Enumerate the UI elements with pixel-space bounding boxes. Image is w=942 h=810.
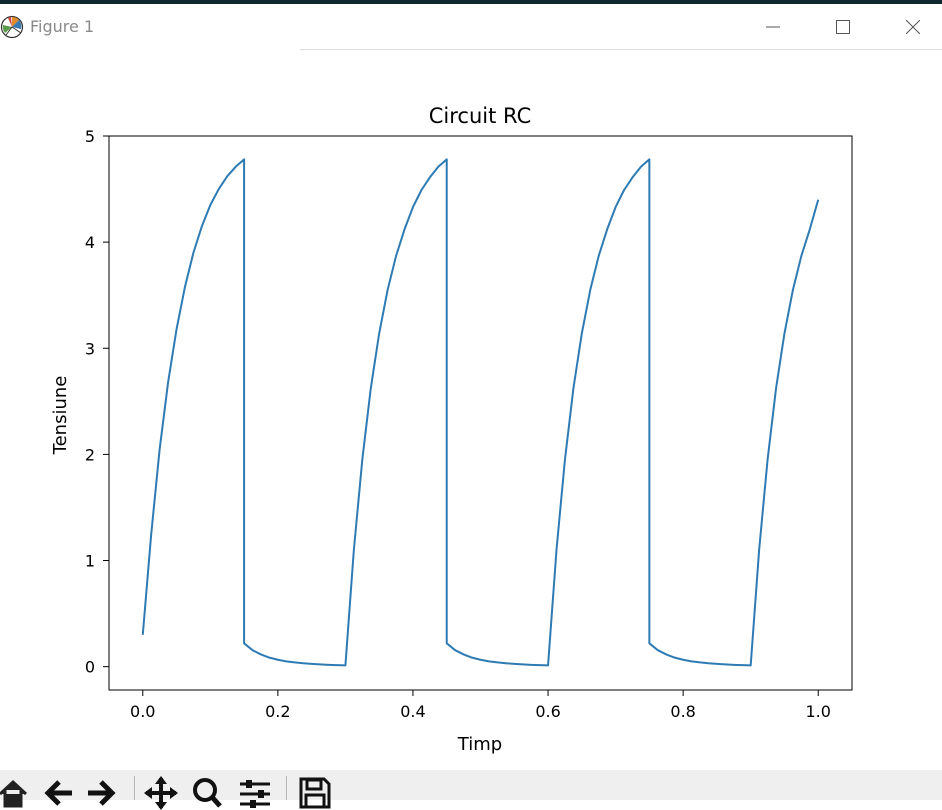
pan-icon[interactable] <box>144 776 178 810</box>
minimize-icon <box>766 26 780 28</box>
window-title: Figure 1 <box>30 17 95 36</box>
toolbar-separator <box>134 776 135 800</box>
y-tick-label: 3 <box>85 339 95 358</box>
minimize-button[interactable] <box>750 4 796 50</box>
y-tick-label: 2 <box>85 445 95 464</box>
chart: Circuit RC 0.0 0.2 0.4 0.6 0.8 1.0 0 1 2 3 4 5 Tim… <box>50 104 853 755</box>
x-axis-ticks: 0.0 0.2 0.4 0.6 0.8 1.0 <box>130 690 831 721</box>
back-arrow-icon[interactable] <box>42 776 76 810</box>
navigation-toolbar <box>0 770 942 810</box>
maximize-button[interactable] <box>820 4 866 50</box>
save-icon[interactable] <box>298 776 332 810</box>
close-icon <box>906 20 920 34</box>
title-bar: Figure 1 <box>0 4 942 50</box>
x-tick-label: 0.8 <box>670 702 695 721</box>
x-tick-label: 0.0 <box>130 702 155 721</box>
y-tick-label: 4 <box>85 233 95 252</box>
y-tick-label: 1 <box>85 552 95 571</box>
y-axis-ticks: 0 1 2 3 4 5 <box>85 127 109 677</box>
title-bar-divider <box>300 49 942 50</box>
configure-subplots-icon[interactable] <box>238 776 272 810</box>
y-axis-label: Tensiune <box>50 376 71 456</box>
forward-arrow-icon[interactable] <box>84 776 118 810</box>
y-tick-label: 5 <box>85 127 95 146</box>
x-tick-label: 0.4 <box>400 702 425 721</box>
figure-canvas[interactable]: Circuit RC 0.0 0.2 0.4 0.6 0.8 1.0 0 1 2 3 4 5 Tim… <box>0 50 942 770</box>
matplotlib-logo-icon <box>0 15 24 39</box>
x-axis-label: Timp <box>457 734 502 755</box>
x-tick-label: 1.0 <box>806 702 831 721</box>
close-button[interactable] <box>890 4 936 50</box>
zoom-icon[interactable] <box>190 776 224 810</box>
axes-frame <box>108 135 853 691</box>
window-top-border <box>0 0 942 4</box>
y-tick-label: 0 <box>85 658 95 677</box>
maximize-icon <box>836 20 850 34</box>
x-tick-label: 0.6 <box>535 702 560 721</box>
series-line <box>141 158 820 667</box>
toolbar-separator <box>286 776 287 800</box>
home-icon[interactable] <box>0 776 30 810</box>
x-tick-label: 0.2 <box>265 702 290 721</box>
chart-title: Circuit RC <box>429 104 531 128</box>
